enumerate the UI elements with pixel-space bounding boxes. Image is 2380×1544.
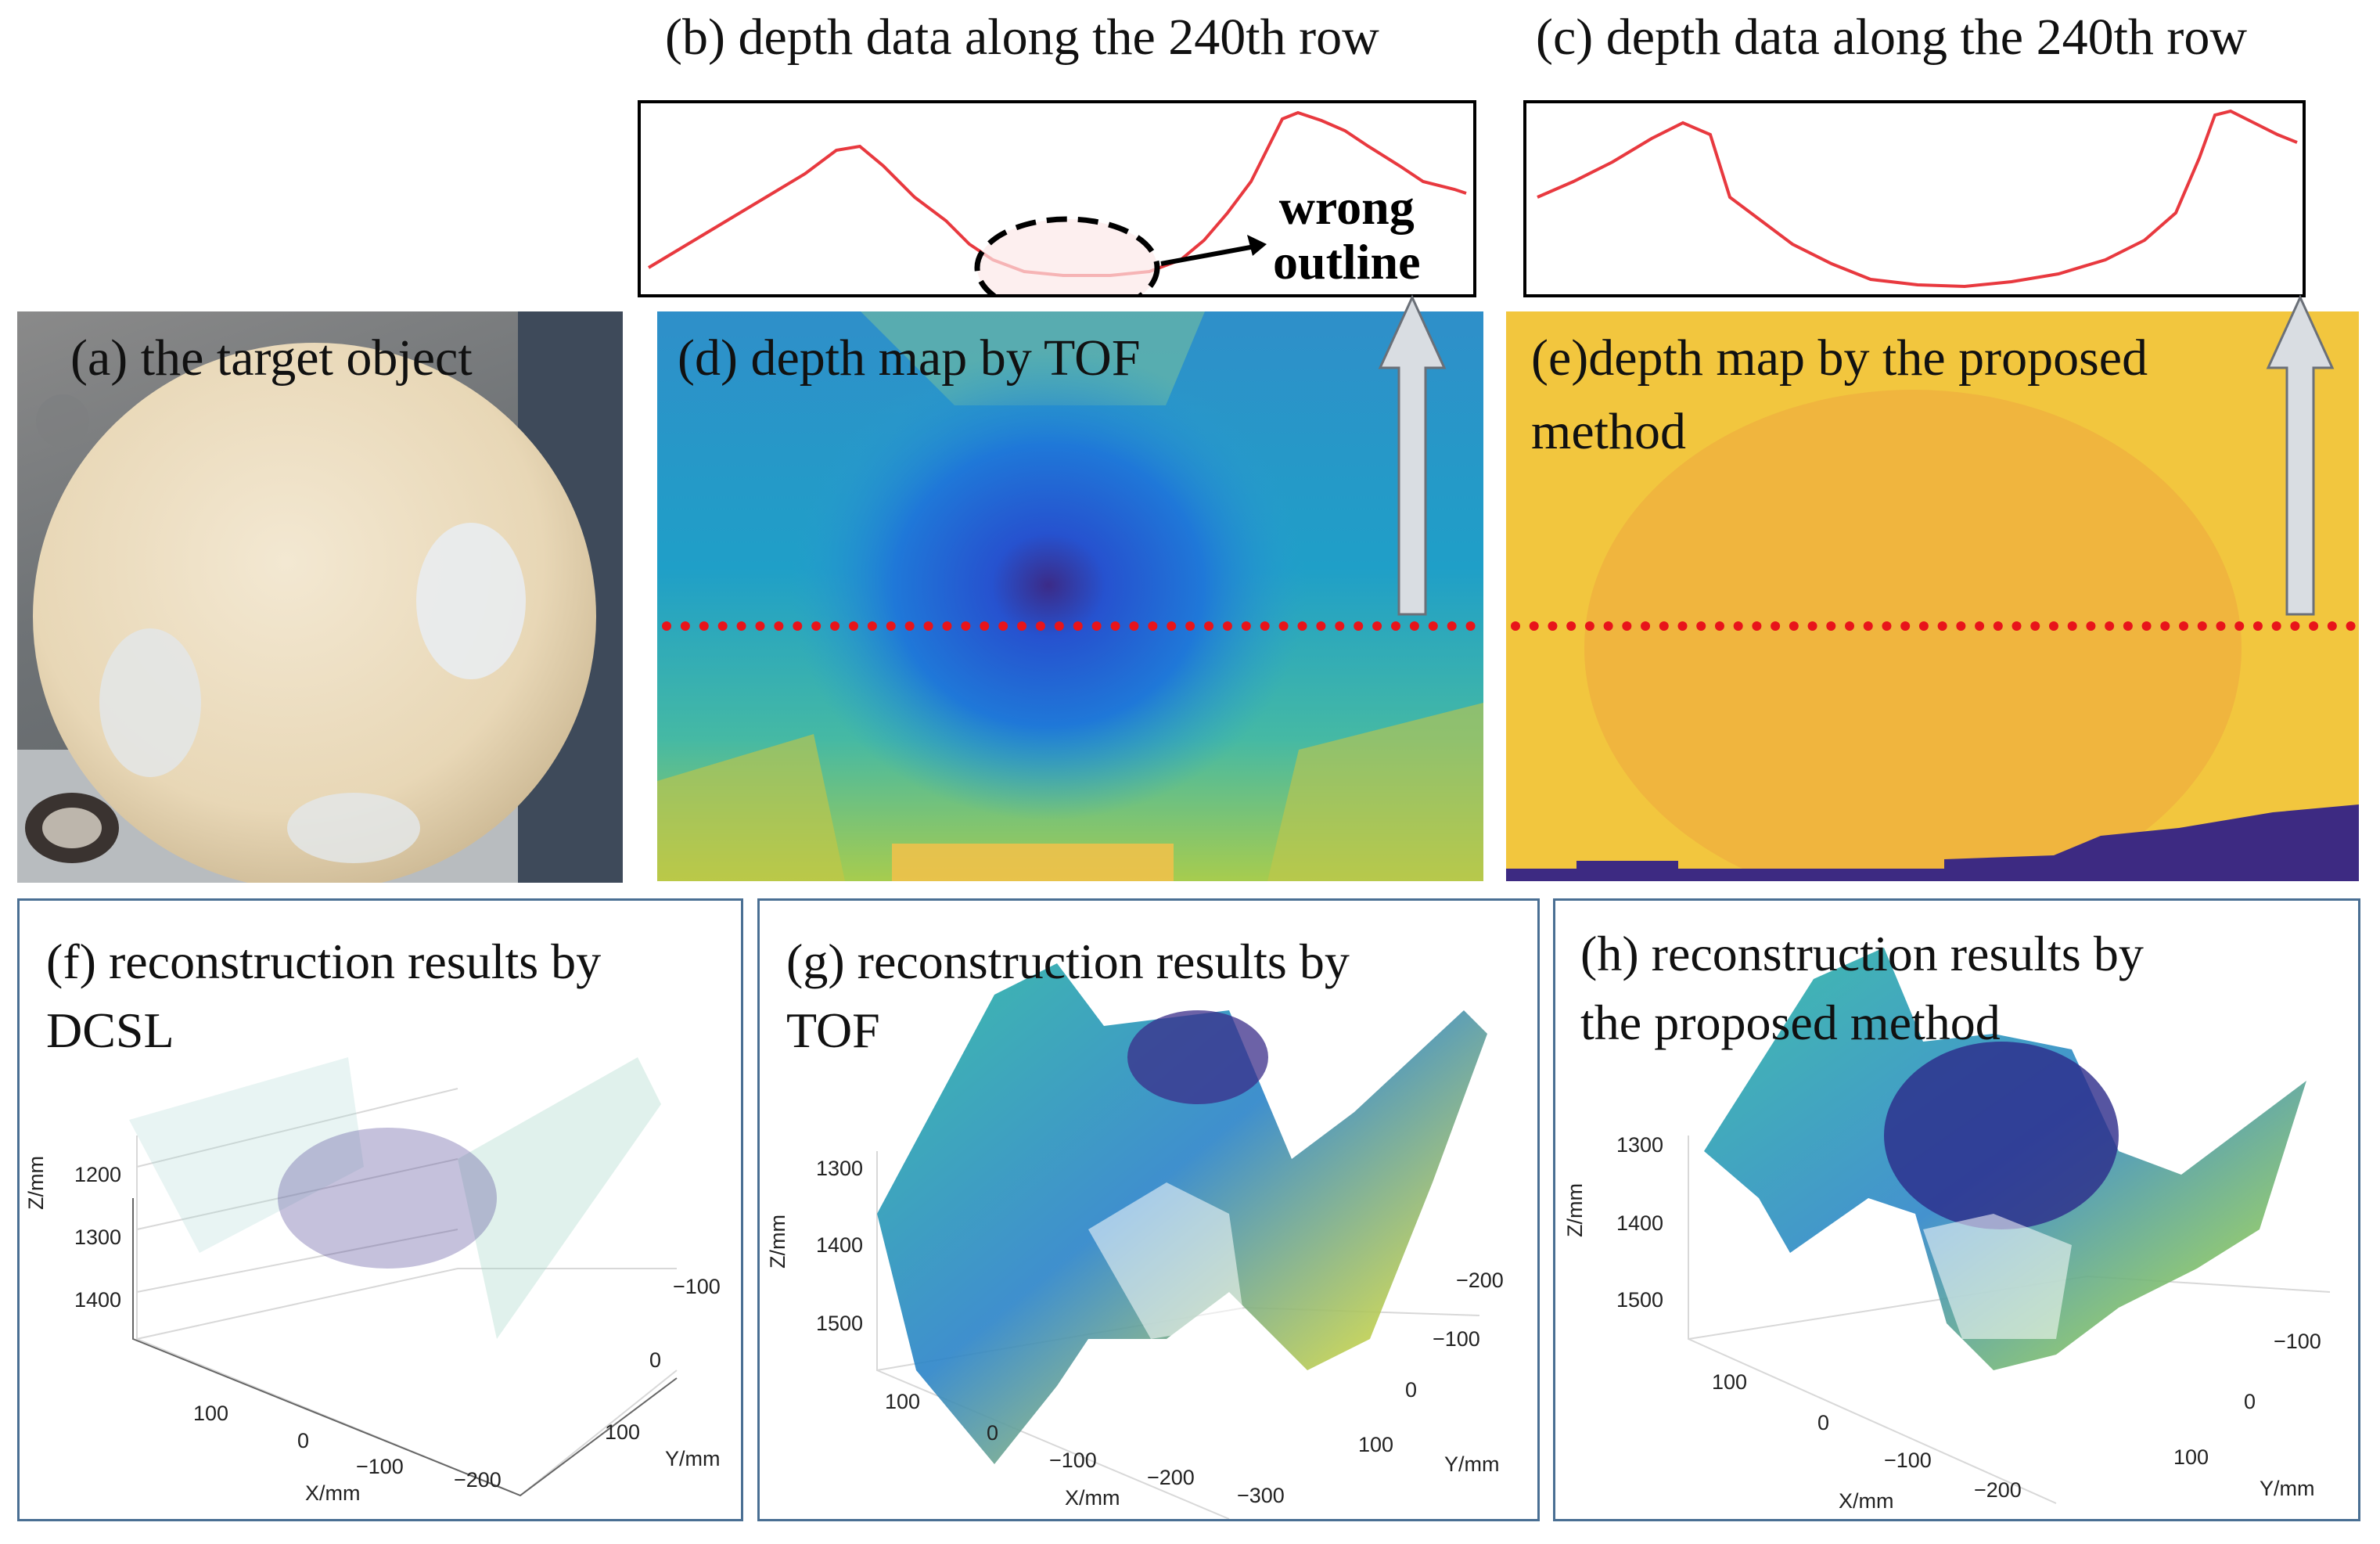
- x-tick: 0: [987, 1421, 999, 1445]
- z-tick: 1500: [1616, 1288, 1664, 1312]
- sphere-depth: [790, 351, 1307, 820]
- y-tick: 0: [1405, 1378, 1418, 1402]
- y-tick: 100: [605, 1420, 641, 1444]
- target-object-photo: (a) the target object: [17, 311, 623, 883]
- dcsl-points-left-plane: [129, 1057, 364, 1253]
- x-tick: −300: [1237, 1484, 1285, 1507]
- x-tick: −200: [454, 1468, 502, 1492]
- depth-profile-proposed: [1523, 100, 2306, 297]
- x-tick: −100: [1884, 1449, 1932, 1472]
- y-tick: −100: [2274, 1330, 2321, 1353]
- outline-label: outline: [1273, 234, 1421, 290]
- caption-e-line2: method: [1531, 403, 1686, 460]
- z-tick: 1300: [816, 1157, 864, 1180]
- z-tick: 1200: [74, 1163, 122, 1186]
- x-tick: −100: [1049, 1449, 1097, 1472]
- caption-d: (d) depth map by TOF: [678, 329, 1141, 387]
- y-tick: 100: [2173, 1445, 2209, 1469]
- x-tick: 100: [193, 1402, 229, 1425]
- y-axis-label: Y/mm: [665, 1447, 721, 1470]
- caption-g-line2: TOF: [786, 1002, 880, 1058]
- dcsl-points-right-plane: [458, 1057, 661, 1339]
- white-patch: [99, 628, 201, 777]
- caption-b: (b) depth data along the 240th row: [665, 9, 1379, 66]
- z-tick: 1500: [816, 1312, 864, 1335]
- recon-tof: (g) reconstruction results by TOF 1300 1…: [757, 898, 1540, 1521]
- y-tick: 0: [649, 1348, 662, 1372]
- y-tick: 0: [2244, 1390, 2256, 1413]
- x-tick: 0: [1817, 1411, 1830, 1434]
- recon-dcsl: (f) reconstruction results by DCSL 1200 …: [17, 898, 743, 1521]
- white-patch: [416, 523, 526, 679]
- y-tick: 100: [1358, 1433, 1394, 1456]
- invalid-region: [1506, 804, 2359, 881]
- caption-c: (c) depth data along the 240th row: [1536, 9, 2248, 66]
- x-axis-label: X/mm: [305, 1481, 361, 1505]
- x-tick: 100: [1712, 1370, 1748, 1394]
- z-axis-label: Z/mm: [1563, 1183, 1587, 1237]
- caption-h-line2: the proposed method: [1580, 995, 2001, 1050]
- dark-spot: [36, 394, 89, 448]
- wrong-label: wrong: [1278, 179, 1415, 235]
- z-tick: 1400: [74, 1288, 122, 1312]
- wrong-outline-annotation: wrong outline: [1273, 180, 1420, 290]
- up-arrow-d: [1378, 294, 1447, 616]
- z-tick: 1400: [816, 1233, 864, 1257]
- proposed-profile-line: [1537, 109, 2298, 289]
- x-tick: −200: [1147, 1466, 1195, 1489]
- tof-sphere-top: [1127, 1010, 1268, 1104]
- depth-profile-tof: wrong outline: [638, 100, 1476, 297]
- caption-g-line1: (g) reconstruction results by: [786, 934, 1350, 989]
- y-axis-label: Y/mm: [1444, 1452, 1500, 1476]
- depth-profile-proposed-plot: [1537, 109, 2298, 289]
- proposed-depth-map: (e)depth map by the proposed method: [1506, 311, 2359, 881]
- z-tick: 1300: [1616, 1133, 1664, 1157]
- dcsl-points-sphere: [278, 1128, 497, 1269]
- z-axis-label: Z/mm: [766, 1215, 789, 1269]
- x-tick: 0: [297, 1429, 310, 1452]
- row-240-marker-d: [662, 621, 1476, 631]
- recon-proposed: (h) reconstruction results by the propos…: [1553, 898, 2360, 1521]
- y-tick: −100: [673, 1275, 721, 1298]
- caption-e-line1: (e)depth map by the proposed: [1531, 329, 2148, 387]
- z-tick: 1300: [74, 1225, 122, 1249]
- y-axis-label: Y/mm: [2260, 1477, 2315, 1500]
- x-tick: 100: [885, 1390, 921, 1413]
- z-axis-label: Z/mm: [24, 1156, 48, 1210]
- y-tick: −100: [1433, 1327, 1480, 1351]
- wrong-outline-ellipse: [974, 216, 1160, 294]
- row-240-marker-e: [1511, 621, 2356, 631]
- x-axis-label: X/mm: [1065, 1486, 1120, 1510]
- sphere-depth: [1584, 390, 2242, 881]
- white-patch: [287, 793, 420, 863]
- arrow-to-label: [1160, 243, 1260, 266]
- caption-h-line1: (h) reconstruction results by: [1580, 926, 2144, 981]
- up-arrow-e: [2266, 294, 2335, 616]
- caption-a: (a) the target object: [70, 329, 473, 387]
- depth-profile-tof-plot: [647, 110, 1467, 294]
- x-tick: −100: [356, 1455, 404, 1478]
- z-tick: 1400: [1616, 1211, 1664, 1235]
- tof-depth-map: (d) depth map by TOF: [657, 311, 1483, 881]
- proposed-sphere-top: [1884, 1042, 2119, 1229]
- caption-f-line1: (f) reconstruction results by: [46, 934, 602, 989]
- caption-f-line2: DCSL: [46, 1002, 174, 1058]
- y-tick: −200: [1456, 1269, 1504, 1292]
- x-axis-label: X/mm: [1839, 1489, 1894, 1513]
- x-tick: −200: [1974, 1478, 2022, 1502]
